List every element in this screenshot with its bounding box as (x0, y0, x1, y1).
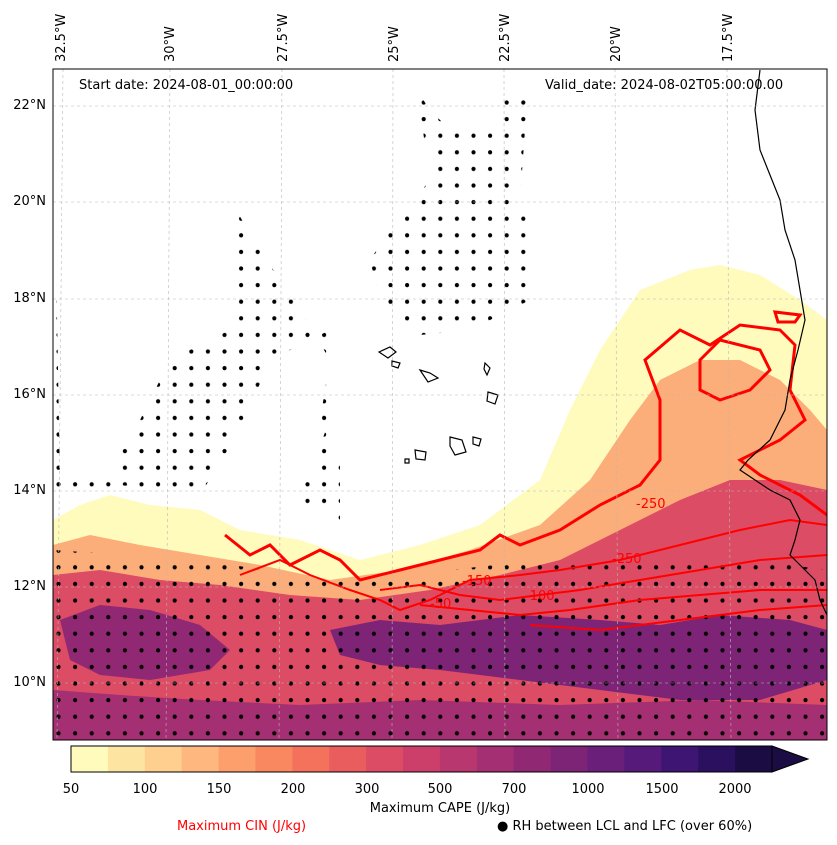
colorbar-segment (218, 746, 257, 772)
colorbar-segment (550, 746, 589, 772)
colorbar-segment (255, 746, 293, 772)
cin-label-250-north: -250 (636, 497, 666, 512)
colorbar-tick-50: 50 (62, 782, 80, 797)
legend-cin: Maximum CIN (J/kg) (177, 819, 307, 834)
colorbar-tick-300: 300 (354, 782, 380, 797)
colorbar-tick-100: 100 (132, 782, 158, 797)
colorbar-segment (513, 746, 552, 772)
colorbar-segment (661, 746, 699, 772)
colorbar-tick-2000: 2000 (718, 782, 752, 797)
colorbar-tick-150: 150 (206, 782, 232, 797)
colorbar-segment (587, 746, 626, 772)
colorbar-segment (329, 746, 367, 772)
colorbar-tick-1500: 1500 (645, 782, 679, 797)
colorbar-tick-1000: 1000 (571, 782, 605, 797)
colorbar-segment (71, 746, 109, 772)
cin-label-150: -150 (462, 574, 492, 589)
legend-rh: ● RH between LCL and LFC (over 60%) (497, 819, 753, 834)
colorbar-segment (144, 746, 183, 772)
lat-label-20n: 20°N (13, 194, 46, 209)
colorbar-tick-500: 500 (427, 782, 453, 797)
colorbar-segment (107, 746, 146, 772)
colorbar-tick-200: 200 (280, 782, 306, 797)
cape-verde-islands (377, 346, 499, 464)
colorbar-segment (624, 746, 662, 772)
lat-label-10n: 10°N (13, 675, 46, 690)
lat-label-22n: 22°N (13, 98, 46, 113)
colorbar-tick-700: 700 (501, 782, 527, 797)
colorbar-segment (476, 746, 515, 772)
colorbar-segment (698, 746, 736, 772)
colorbar-extend-arrow (771, 745, 810, 773)
africa-coastline (739, 69, 827, 616)
cin-label-100: -100 (525, 589, 555, 604)
colorbar-segment (366, 746, 404, 772)
colorbar-segment (735, 746, 773, 772)
rh-stipple-south-band (53, 550, 827, 740)
gridlines (53, 69, 827, 740)
colorbar (71, 746, 773, 772)
lat-label-12n: 12°N (13, 579, 46, 594)
colorbar-segment (403, 746, 441, 772)
colorbar-frame (70, 745, 773, 773)
lat-label-16n: 16°N (13, 387, 46, 402)
map-border (52, 68, 828, 741)
start-date-label: Start date: 2024-08-01_00:00:00 (79, 78, 294, 93)
rh-stipple-north-west (53, 95, 540, 520)
cin-label-250-east: -250 (612, 552, 642, 567)
cin-label-50: -50 (430, 597, 451, 612)
lat-label-14n: 14°N (13, 483, 46, 498)
colorbar-segment (292, 746, 330, 772)
colorbar-segment (181, 746, 220, 772)
colorbar-segment (439, 746, 478, 772)
lat-label-18n: 18°N (13, 291, 46, 306)
cin-contours (224, 310, 827, 632)
valid-date-label: Valid_date: 2024-08-02T05:00:00.00 (545, 78, 784, 93)
colorbar-title: Maximum CAPE (J/kg) (369, 801, 511, 816)
